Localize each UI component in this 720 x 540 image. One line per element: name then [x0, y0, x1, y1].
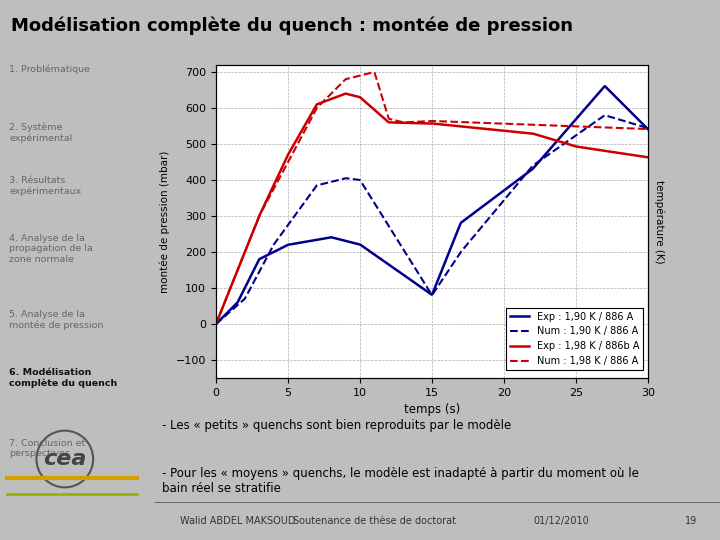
Num : 1,90 K / 886 A: (7.71, 392): 1,90 K / 886 A: (7.71, 392) — [323, 180, 331, 186]
Exp : 1,90 K / 886 A: (30, 541): 1,90 K / 886 A: (30, 541) — [644, 126, 652, 132]
Exp : 1,98 K / 886b A: (7.71, 621): 1,98 K / 886b A: (7.71, 621) — [323, 97, 331, 104]
Text: 5. Analyse de la
montée de pression: 5. Analyse de la montée de pression — [9, 310, 104, 330]
Text: Soutenance de thèse de doctorat: Soutenance de thèse de doctorat — [293, 516, 456, 525]
Num : 1,98 K / 886 A: (13.6, 561): 1,98 K / 886 A: (13.6, 561) — [408, 119, 416, 125]
Num : 1,98 K / 886 A: (7.71, 629): 1,98 K / 886 A: (7.71, 629) — [323, 94, 331, 101]
Text: 19: 19 — [685, 516, 698, 525]
Num : 1,90 K / 886 A: (13.6, 171): 1,90 K / 886 A: (13.6, 171) — [407, 259, 415, 266]
Num : 1,98 K / 886 A: (20.1, 556): 1,98 K / 886 A: (20.1, 556) — [501, 120, 510, 127]
Text: 01/12/2010: 01/12/2010 — [534, 516, 590, 525]
Text: 7. Conclusion et
perspectives: 7. Conclusion et perspectives — [9, 439, 86, 458]
Text: 2. Système
expérimental: 2. Système expérimental — [9, 123, 73, 143]
Num : 1,98 K / 886 A: (5.31, 473): 1,98 K / 886 A: (5.31, 473) — [288, 151, 297, 157]
Text: - Pour les « moyens » quenchs, le modèle est inadapté à partir du moment où le
b: - Pour les « moyens » quenchs, le modèle… — [162, 467, 639, 495]
Num : 1,98 K / 886 A: (0, 0): 1,98 K / 886 A: (0, 0) — [212, 321, 220, 327]
X-axis label: temps (s): temps (s) — [404, 403, 460, 416]
Exp : 1,98 K / 886b A: (9.02, 640): 1,98 K / 886b A: (9.02, 640) — [341, 90, 350, 97]
Line: Num : 1,90 K / 886 A: Num : 1,90 K / 886 A — [216, 115, 648, 324]
Text: Modélisation complète du quench : montée de pression: Modélisation complète du quench : montée… — [11, 16, 573, 35]
Exp : 1,90 K / 886 A: (0, 0): 1,90 K / 886 A: (0, 0) — [212, 321, 220, 327]
Num : 1,98 K / 886 A: (17.7, 560): 1,98 K / 886 A: (17.7, 560) — [467, 119, 476, 126]
Exp : 1,98 K / 886b A: (20.1, 537): 1,98 K / 886b A: (20.1, 537) — [501, 127, 510, 134]
Exp : 1,90 K / 886 A: (13.6, 121): 1,90 K / 886 A: (13.6, 121) — [407, 277, 415, 284]
Legend: Exp : 1,90 K / 886 A, Num : 1,90 K / 886 A, Exp : 1,98 K / 886b A, Num : 1,98 K : Exp : 1,90 K / 886 A, Num : 1,90 K / 886… — [505, 308, 643, 370]
Line: Num : 1,98 K / 886 A: Num : 1,98 K / 886 A — [216, 72, 648, 324]
Num : 1,90 K / 886 A: (20, 346): 1,90 K / 886 A: (20, 346) — [500, 197, 509, 203]
Num : 1,90 K / 886 A: (5.31, 292): 1,90 K / 886 A: (5.31, 292) — [288, 215, 297, 222]
Text: 1. Problématique: 1. Problématique — [9, 65, 90, 74]
Exp : 1,90 K / 886 A: (5.31, 222): 1,90 K / 886 A: (5.31, 222) — [288, 241, 297, 247]
Exp : 1,90 K / 886 A: (27, 661): 1,90 K / 886 A: (27, 661) — [600, 83, 609, 89]
Y-axis label: température (K): température (K) — [654, 180, 665, 263]
Num : 1,98 K / 886 A: (22.6, 553): 1,98 K / 886 A: (22.6, 553) — [538, 122, 546, 129]
Exp : 1,98 K / 886b A: (5.31, 492): 1,98 K / 886b A: (5.31, 492) — [288, 144, 297, 150]
Num : 1,90 K / 886 A: (22.6, 456): 1,90 K / 886 A: (22.6, 456) — [537, 157, 546, 163]
Exp : 1,90 K / 886 A: (20, 372): 1,90 K / 886 A: (20, 372) — [500, 187, 509, 193]
Exp : 1,90 K / 886 A: (17.7, 301): 1,90 K / 886 A: (17.7, 301) — [467, 212, 475, 219]
Num : 1,90 K / 886 A: (17.7, 233): 1,90 K / 886 A: (17.7, 233) — [467, 237, 475, 244]
Line: Exp : 1,90 K / 886 A: Exp : 1,90 K / 886 A — [216, 86, 648, 324]
Text: 4. Analyse de la
propagation de la
zone normale: 4. Analyse de la propagation de la zone … — [9, 234, 93, 264]
Num : 1,90 K / 886 A: (27, 580): 1,90 K / 886 A: (27, 580) — [600, 112, 609, 118]
Exp : 1,98 K / 886b A: (30, 463): 1,98 K / 886b A: (30, 463) — [644, 154, 652, 160]
Exp : 1,98 K / 886b A: (22.6, 521): 1,98 K / 886b A: (22.6, 521) — [538, 133, 546, 139]
Num : 1,98 K / 886 A: (11, 700): 1,98 K / 886 A: (11, 700) — [369, 69, 378, 76]
Exp : 1,98 K / 886b A: (0, 0): 1,98 K / 886b A: (0, 0) — [212, 321, 220, 327]
Num : 1,90 K / 886 A: (0, 0): 1,90 K / 886 A: (0, 0) — [212, 321, 220, 327]
Exp : 1,90 K / 886 A: (7.71, 239): 1,90 K / 886 A: (7.71, 239) — [323, 235, 331, 241]
Text: cea: cea — [43, 449, 86, 469]
Y-axis label: montée de pression (mbar): montée de pression (mbar) — [160, 150, 171, 293]
Num : 1,98 K / 886 A: (30, 542): 1,98 K / 886 A: (30, 542) — [644, 126, 652, 132]
Text: 6. Modélisation
complète du quench: 6. Modélisation complète du quench — [9, 368, 117, 388]
Exp : 1,98 K / 886b A: (13.6, 558): 1,98 K / 886b A: (13.6, 558) — [408, 120, 416, 126]
Text: Walid ABDEL MAKSOUD: Walid ABDEL MAKSOUD — [180, 516, 295, 525]
Num : 1,90 K / 886 A: (30, 544): 1,90 K / 886 A: (30, 544) — [644, 125, 652, 131]
Line: Exp : 1,98 K / 886b A: Exp : 1,98 K / 886b A — [216, 93, 648, 324]
Exp : 1,90 K / 886 A: (22.6, 458): 1,90 K / 886 A: (22.6, 458) — [537, 156, 546, 163]
Text: 3. Résultats
expérimentaux: 3. Résultats expérimentaux — [9, 176, 81, 196]
Text: - Les « petits » quenchs sont bien reproduits par le modèle: - Les « petits » quenchs sont bien repro… — [162, 418, 511, 431]
Exp : 1,98 K / 886b A: (17.7, 546): 1,98 K / 886b A: (17.7, 546) — [467, 124, 476, 131]
